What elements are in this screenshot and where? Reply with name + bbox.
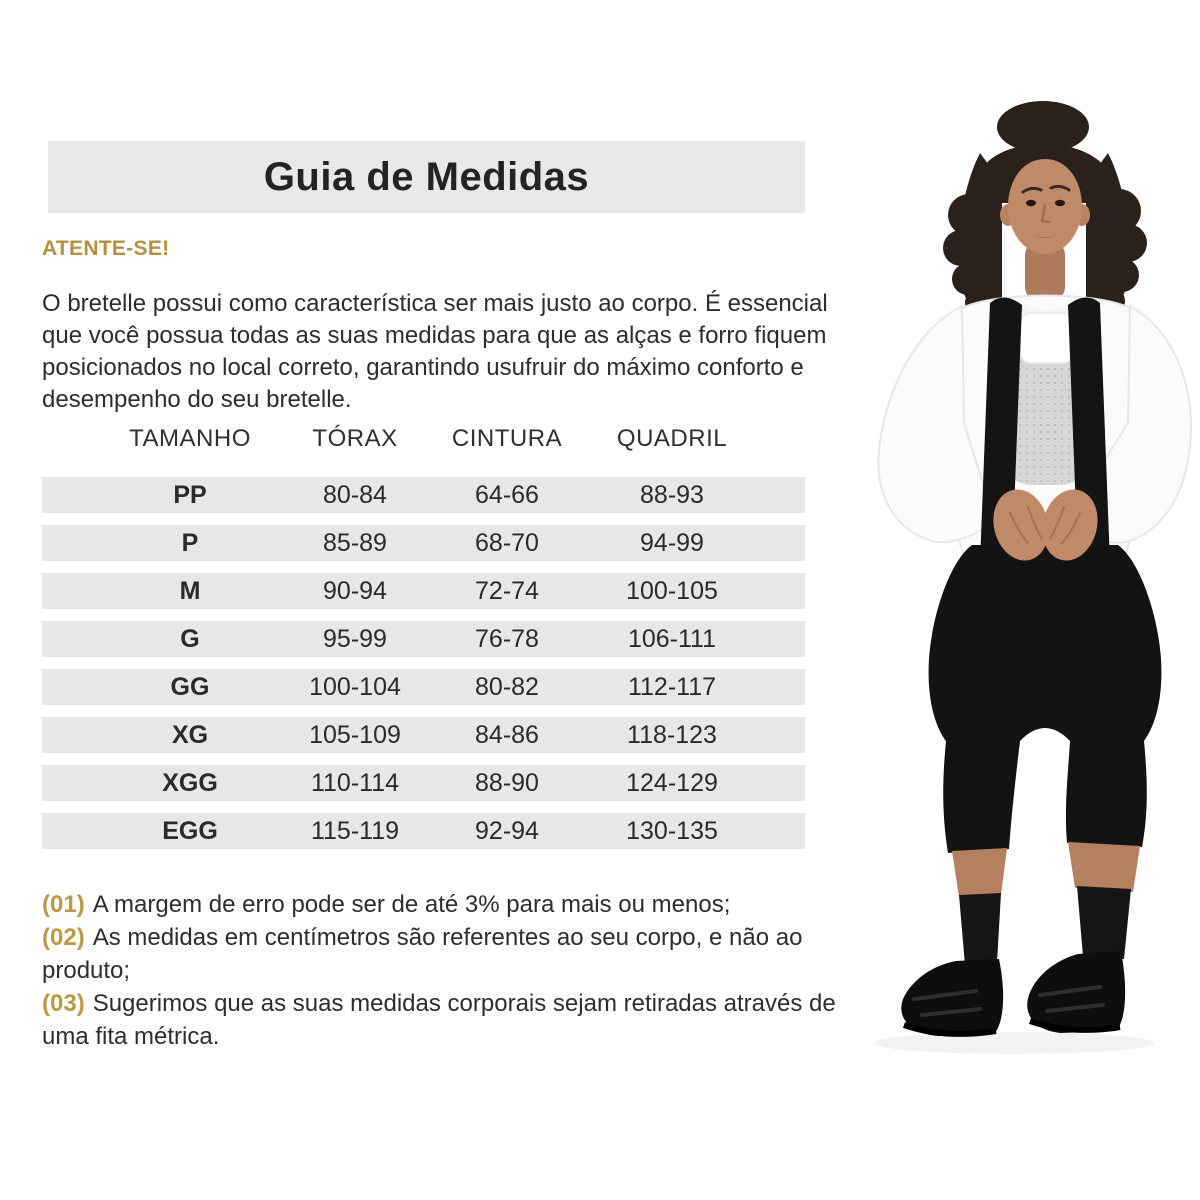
cell-cintura: 80-82 bbox=[475, 673, 539, 701]
cell-quadril: 94-99 bbox=[640, 529, 704, 557]
notes-list: (01) A margem de erro pode ser de até 3% … bbox=[42, 888, 854, 1053]
table-row: GG 100-104 80-82 112-117 bbox=[42, 669, 805, 705]
cell-quadril: 88-93 bbox=[640, 481, 704, 509]
note-number: (01) bbox=[42, 891, 85, 918]
cell-cintura: 76-78 bbox=[475, 625, 539, 653]
table-row: P 85-89 68-70 94-99 bbox=[42, 525, 805, 561]
cell-torax: 100-104 bbox=[309, 673, 401, 701]
cell-size: EGG bbox=[162, 817, 218, 845]
note-item: (01) A margem de erro pode ser de até 3% … bbox=[42, 888, 854, 921]
cell-torax: 80-84 bbox=[323, 481, 387, 509]
cell-quadril: 106-111 bbox=[627, 625, 717, 653]
header-torax: TÓRAX bbox=[312, 425, 398, 452]
cell-torax: 115-119 bbox=[310, 817, 400, 845]
size-table-rows: PP 80-84 64-66 88-93 P 85-89 68-70 94-99… bbox=[42, 477, 805, 849]
cell-quadril: 130-135 bbox=[626, 817, 718, 845]
model-illustration bbox=[874, 101, 1192, 1054]
note-text: Sugerimos que as suas medidas corporais … bbox=[42, 990, 836, 1050]
cell-torax: 105-109 bbox=[309, 721, 401, 749]
note-item: (03) Sugerimos que as suas medidas corpor… bbox=[42, 987, 854, 1053]
cell-cintura: 84-86 bbox=[475, 721, 539, 749]
table-row: EGG 115-119 92-94 130-135 bbox=[42, 813, 805, 849]
note-number: (02) bbox=[42, 924, 85, 951]
table-row: XGG 110-114 88-90 124-129 bbox=[42, 765, 805, 801]
cell-size: XGG bbox=[162, 769, 218, 797]
model-hands bbox=[993, 489, 1098, 561]
table-row: PP 80-84 64-66 88-93 bbox=[42, 477, 805, 513]
cell-cintura: 72-74 bbox=[475, 577, 539, 605]
table-row: G 95-99 76-78 106-111 bbox=[42, 621, 805, 657]
model-face bbox=[1000, 139, 1090, 301]
cell-size: M bbox=[179, 577, 201, 605]
cell-quadril: 118-123 bbox=[627, 721, 717, 749]
cell-size: P bbox=[181, 529, 199, 557]
attention-heading: ATENTE-SE! bbox=[42, 237, 170, 260]
cell-cintura: 68-70 bbox=[475, 529, 539, 557]
bib-shorts bbox=[928, 545, 1162, 853]
cell-size: XG bbox=[171, 721, 209, 749]
size-table: TAMANHO TÓRAX CINTURA QUADRIL PP 80-84 6… bbox=[42, 419, 805, 861]
note-text: As medidas em centímetros são referentes… bbox=[42, 924, 803, 984]
note-number: (03) bbox=[42, 990, 85, 1017]
cell-size: PP bbox=[173, 481, 207, 509]
model-calves bbox=[952, 842, 1140, 897]
note-text: A margem de erro pode ser de até 3% para… bbox=[92, 891, 731, 918]
cell-torax: 110-114 bbox=[310, 769, 400, 797]
size-table-header-row: TAMANHO TÓRAX CINTURA QUADRIL bbox=[42, 419, 805, 459]
cell-quadril: 124-129 bbox=[626, 769, 718, 797]
model-photo bbox=[842, 93, 1200, 1068]
cell-torax: 95-99 bbox=[323, 625, 387, 653]
model-socks bbox=[959, 886, 1131, 965]
cell-cintura: 88-90 bbox=[475, 769, 539, 797]
cell-cintura: 64-66 bbox=[475, 481, 539, 509]
cell-size: GG bbox=[170, 673, 210, 701]
cell-size: G bbox=[180, 625, 200, 653]
note-item: (02) As medidas em centímetros são refere… bbox=[42, 921, 854, 987]
table-row: XG 105-109 84-86 118-123 bbox=[42, 717, 805, 753]
header-cintura: CINTURA bbox=[451, 425, 563, 452]
cell-torax: 85-89 bbox=[323, 529, 387, 557]
header-tamanho: TAMANHO bbox=[129, 425, 251, 452]
ground-shadow bbox=[874, 1032, 1154, 1054]
cycling-shoes bbox=[901, 951, 1126, 1037]
intro-paragraph: O bretelle possui como característica se… bbox=[42, 290, 828, 413]
cell-quadril: 112-117 bbox=[627, 673, 717, 701]
cell-quadril: 100-105 bbox=[626, 577, 718, 605]
table-row: M 90-94 72-74 100-105 bbox=[42, 573, 805, 609]
page-title: Guia de Medidas bbox=[48, 141, 805, 213]
header-quadril: QUADRIL bbox=[616, 425, 728, 452]
cell-cintura: 92-94 bbox=[475, 817, 539, 845]
cell-torax: 90-94 bbox=[323, 577, 387, 605]
